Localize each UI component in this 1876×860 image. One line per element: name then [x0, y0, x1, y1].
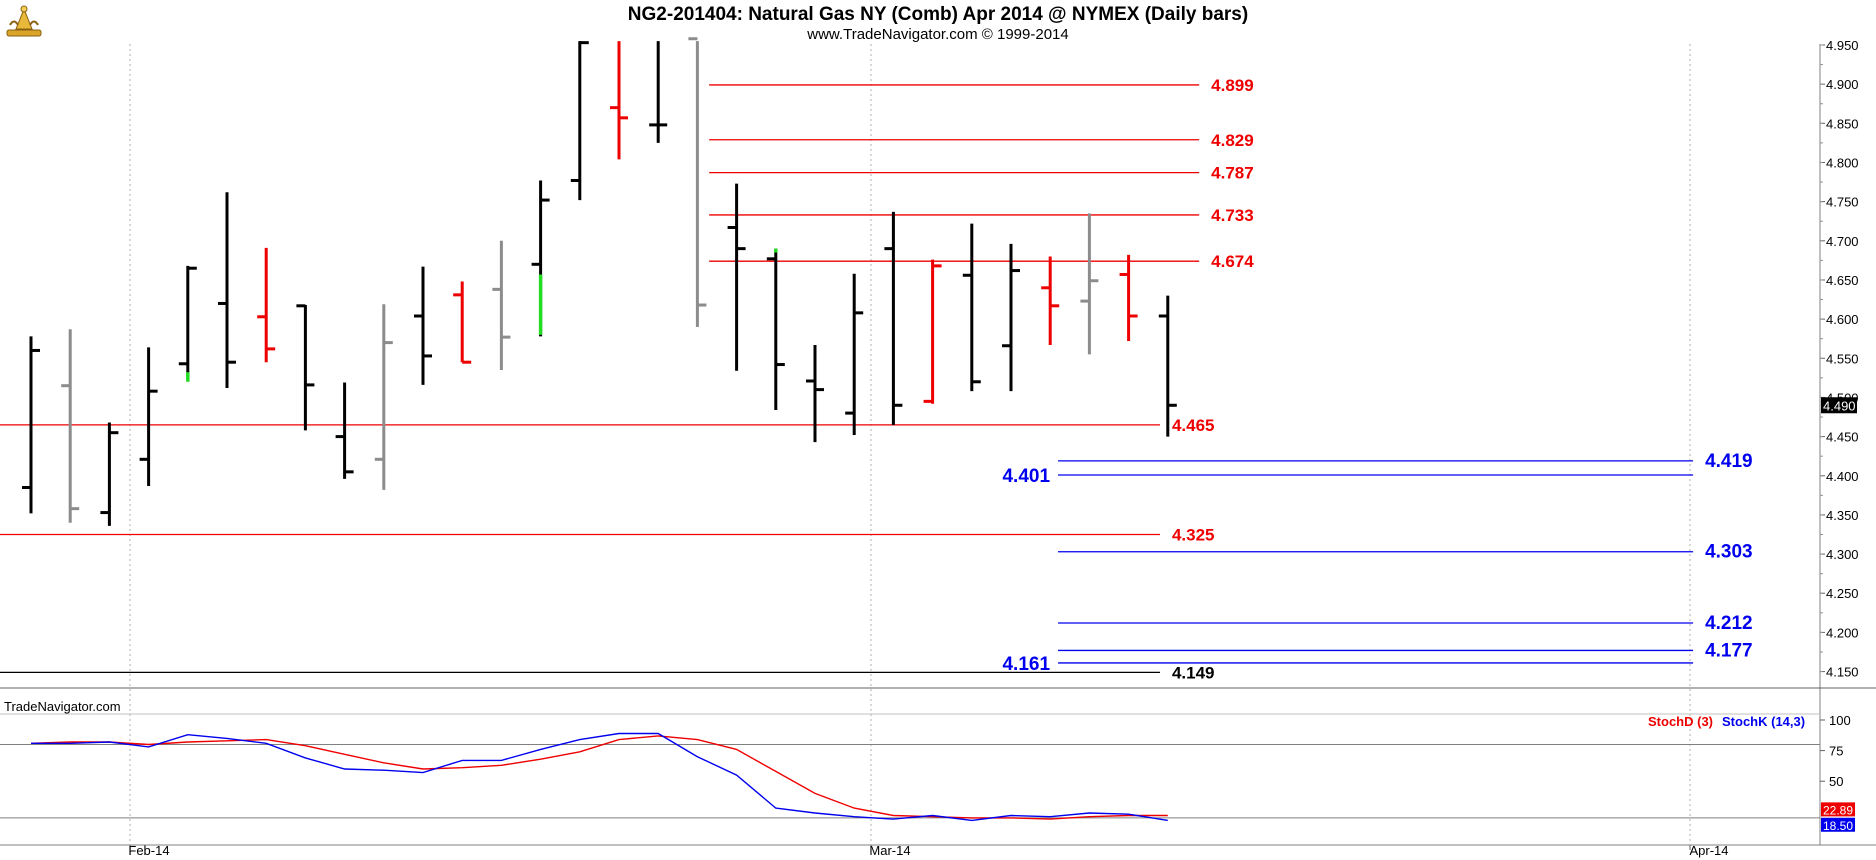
- y-tick-label: 4.800: [1826, 155, 1859, 170]
- stochastic-panel: TradeNavigator.com 100 75 50 StochD (3) Stoch…: [0, 699, 1855, 833]
- y-tick-label: 4.600: [1826, 312, 1859, 327]
- osc-y-tick-label: 75: [1829, 744, 1843, 759]
- level-label: 4.161: [1002, 654, 1050, 675]
- osc-series-line: [30, 735, 1168, 820]
- level-label: 4.212: [1705, 613, 1753, 634]
- watermark-label: TradeNavigator.com: [4, 699, 121, 714]
- level-label: 4.733: [1211, 206, 1254, 225]
- level-label: 4.787: [1211, 164, 1254, 183]
- y-tick-label: 4.900: [1826, 77, 1859, 92]
- level-label: 4.177: [1705, 640, 1753, 661]
- chart-subtitle: www.TradeNavigator.com © 1999-2014: [807, 26, 1069, 43]
- trade-navigator-logo-icon: [4, 3, 44, 44]
- stochd-value-label: 22.89: [1823, 803, 1853, 817]
- stochk-value-tag: [1821, 817, 1855, 832]
- y-tick-label: 4.400: [1826, 469, 1859, 484]
- level-label: 4.419: [1705, 451, 1753, 472]
- y-tick-label: 4.850: [1826, 116, 1859, 131]
- y-tick-label: 4.750: [1826, 195, 1859, 210]
- y-tick-label: 4.250: [1826, 586, 1859, 601]
- chart-title: NG2-201404: Natural Gas NY (Comb) Apr 20…: [627, 4, 1249, 25]
- x-tick-label: Feb-14: [128, 843, 169, 858]
- y-tick-label: 4.200: [1826, 625, 1859, 640]
- y-tick-label: 4.450: [1826, 430, 1859, 445]
- support-resistance-levels: 4.899 4.829 4.787 4.733 4.674 4.465 4.325 4.149…: [0, 76, 1753, 682]
- last-price-tag: [1821, 397, 1857, 414]
- x-tick-label: Mar-14: [869, 843, 910, 858]
- grid-lines: [0, 44, 1876, 846]
- level-label: 4.149: [1172, 663, 1215, 682]
- level-label: 4.899: [1211, 76, 1254, 95]
- price-axis: 4.950 4.900 4.850 4.800 4.750 4.700 4.650 4.600…: [1820, 38, 1859, 680]
- y-tick-label: 4.150: [1826, 665, 1859, 680]
- osc-y-tick-label: 50: [1829, 774, 1843, 789]
- osc-y-tick-label: 100: [1829, 713, 1851, 728]
- legend-stochk: StochK (14,3): [1722, 714, 1805, 729]
- legend-stochd: StochD (3): [1648, 714, 1713, 729]
- stochd-value-tag: [1821, 802, 1855, 817]
- level-label: 4.325: [1172, 526, 1215, 545]
- level-label: 4.465: [1172, 416, 1215, 435]
- price-bars: [22, 37, 1177, 526]
- level-label: 4.401: [1002, 466, 1050, 487]
- date-axis: Feb-14 Mar-14 Apr-14: [128, 843, 1728, 858]
- y-tick-label: 4.650: [1826, 273, 1859, 288]
- y-tick-label: 4.700: [1826, 234, 1859, 249]
- last-price-label: 4.490: [1823, 398, 1856, 413]
- y-tick-label: 4.300: [1826, 547, 1859, 562]
- y-tick-label: 4.550: [1826, 351, 1859, 366]
- y-tick-label: 4.350: [1826, 508, 1859, 523]
- osc-series-line: [31, 732, 1168, 822]
- level-label: 4.303: [1705, 542, 1753, 563]
- y-tick-label: 4.950: [1826, 38, 1859, 53]
- stochk-value-label: 18.50: [1823, 819, 1853, 833]
- level-label: 4.674: [1211, 252, 1254, 271]
- x-tick-label: Apr-14: [1689, 843, 1728, 858]
- level-label: 4.829: [1211, 131, 1254, 150]
